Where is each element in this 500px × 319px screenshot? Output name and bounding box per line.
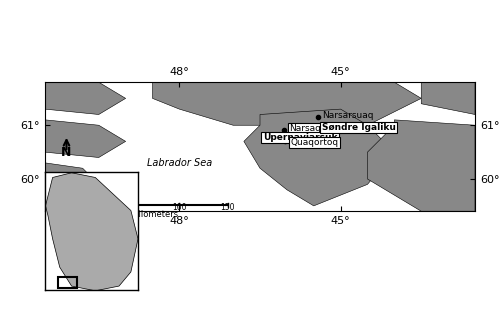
- Text: Labrador Sea: Labrador Sea: [147, 158, 212, 167]
- Text: N: N: [62, 146, 72, 160]
- Text: Søndre Igaliku: Søndre Igaliku: [322, 123, 396, 132]
- Text: Quaqortoq: Quaqortoq: [290, 138, 339, 147]
- Bar: [58, 277, 77, 288]
- Text: Kilometers: Kilometers: [132, 210, 178, 219]
- Text: 150: 150: [220, 203, 235, 212]
- Text: 0: 0: [80, 203, 85, 212]
- Text: 100: 100: [172, 203, 186, 212]
- Text: Narsarsuaq: Narsarsuaq: [322, 110, 374, 120]
- Text: 50: 50: [126, 203, 136, 212]
- Text: Narsaq: Narsaq: [290, 124, 322, 133]
- Text: Upernaviarsuk: Upernaviarsuk: [262, 133, 337, 142]
